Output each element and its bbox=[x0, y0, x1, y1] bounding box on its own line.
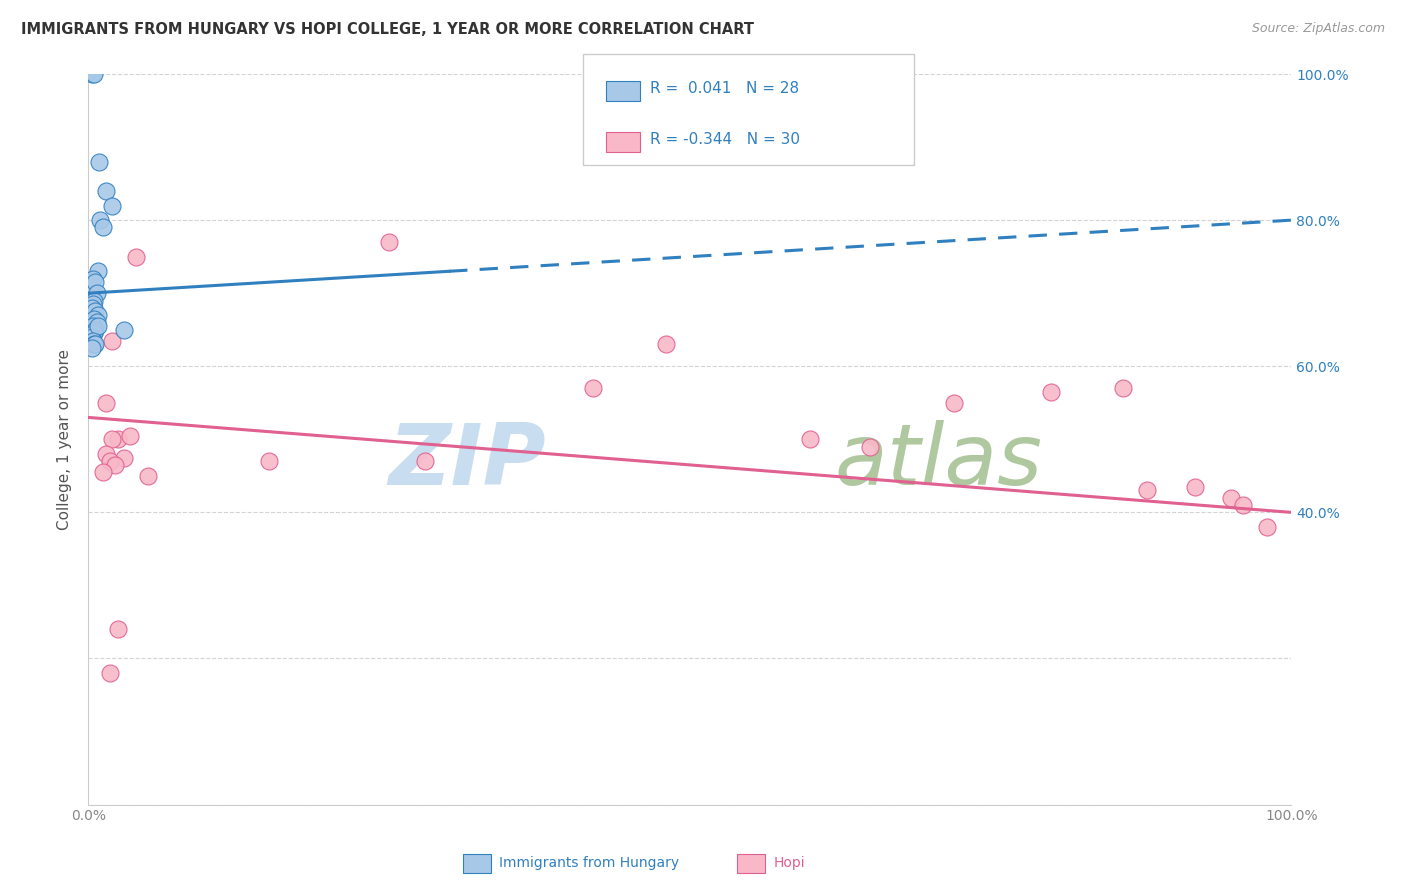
Point bbox=[1039, 384, 1062, 399]
Point bbox=[112, 450, 135, 465]
Point bbox=[83, 326, 105, 341]
Point bbox=[96, 396, 118, 410]
Point bbox=[101, 334, 124, 348]
Text: R = -0.344   N = 30: R = -0.344 N = 30 bbox=[650, 132, 800, 147]
Point bbox=[96, 184, 118, 198]
Point bbox=[1232, 498, 1254, 512]
Point bbox=[87, 308, 110, 322]
Point bbox=[107, 622, 129, 636]
Point bbox=[87, 154, 110, 169]
Text: R =  0.041   N = 28: R = 0.041 N = 28 bbox=[650, 81, 799, 96]
Point bbox=[82, 319, 104, 334]
Point bbox=[98, 666, 121, 681]
Point bbox=[83, 337, 105, 351]
Point bbox=[84, 275, 107, 289]
Point bbox=[82, 271, 104, 285]
Point bbox=[89, 213, 111, 227]
Point bbox=[83, 337, 105, 351]
Text: atlas: atlas bbox=[834, 420, 1042, 503]
Point bbox=[582, 381, 605, 395]
Point bbox=[86, 315, 108, 329]
Point bbox=[1220, 491, 1243, 505]
Point bbox=[96, 447, 118, 461]
Point bbox=[654, 337, 676, 351]
Point bbox=[86, 286, 108, 301]
Text: Source: ZipAtlas.com: Source: ZipAtlas.com bbox=[1251, 22, 1385, 36]
Point bbox=[83, 311, 105, 326]
Point bbox=[1256, 520, 1278, 534]
Point bbox=[125, 250, 148, 264]
Point bbox=[120, 428, 142, 442]
Y-axis label: College, 1 year or more: College, 1 year or more bbox=[58, 349, 72, 530]
Point bbox=[799, 433, 821, 447]
Point bbox=[413, 454, 436, 468]
Point bbox=[943, 396, 966, 410]
Text: ZIP: ZIP bbox=[388, 420, 546, 503]
Point bbox=[84, 323, 107, 337]
Point bbox=[80, 330, 103, 344]
Point bbox=[1184, 480, 1206, 494]
Point bbox=[83, 293, 105, 308]
Point bbox=[80, 301, 103, 315]
Point bbox=[104, 458, 127, 472]
Point bbox=[859, 440, 882, 454]
Point bbox=[84, 337, 107, 351]
Text: Hopi: Hopi bbox=[773, 856, 804, 871]
Point bbox=[101, 433, 124, 447]
Point bbox=[87, 264, 110, 278]
Point bbox=[136, 468, 159, 483]
Point bbox=[83, 67, 105, 81]
Point bbox=[80, 67, 103, 81]
Point bbox=[80, 341, 103, 355]
Text: Immigrants from Hungary: Immigrants from Hungary bbox=[499, 856, 679, 871]
Point bbox=[82, 334, 104, 348]
Point bbox=[112, 323, 135, 337]
Point bbox=[1112, 381, 1135, 395]
Point bbox=[91, 465, 114, 479]
Point bbox=[257, 454, 280, 468]
Point bbox=[107, 433, 129, 447]
Point bbox=[101, 198, 124, 212]
Text: IMMIGRANTS FROM HUNGARY VS HOPI COLLEGE, 1 YEAR OR MORE CORRELATION CHART: IMMIGRANTS FROM HUNGARY VS HOPI COLLEGE,… bbox=[21, 22, 754, 37]
Point bbox=[98, 454, 121, 468]
Point bbox=[1136, 483, 1159, 498]
Point bbox=[378, 235, 401, 249]
Point bbox=[87, 319, 110, 334]
Point bbox=[91, 220, 114, 235]
Point bbox=[84, 304, 107, 318]
Point bbox=[82, 297, 104, 311]
